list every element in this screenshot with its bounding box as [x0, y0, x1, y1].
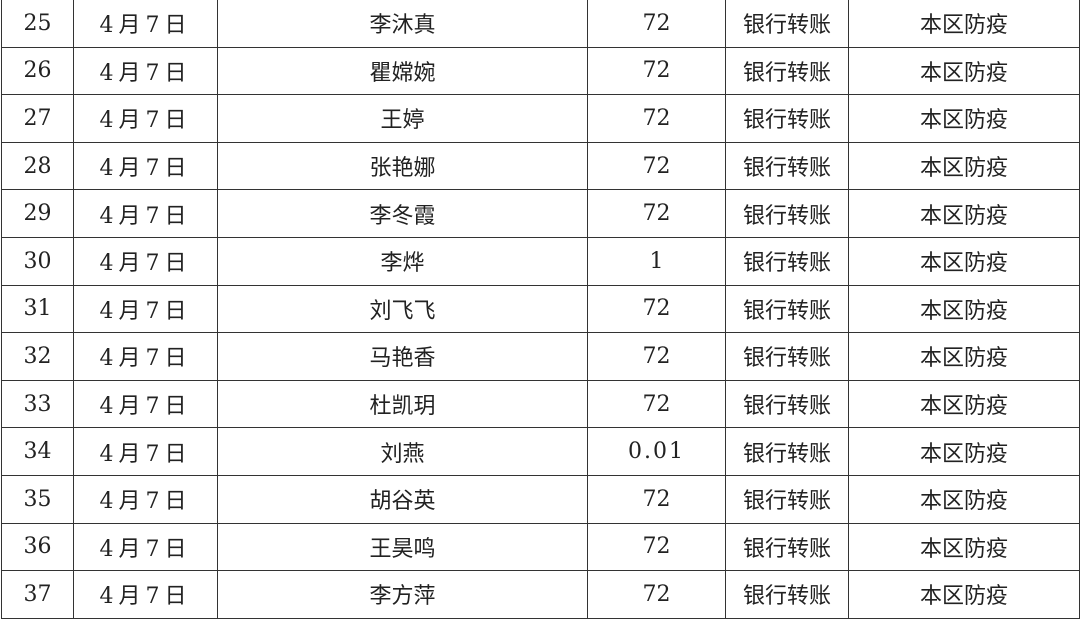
name-cell: 李沐真: [217, 0, 588, 48]
date-cell: 4月7日: [73, 94, 218, 143]
purpose-cell: 本区防疫: [848, 522, 1080, 572]
table-row: 31 4月7日 刘飞飞 72 银行转账 本区防疫: [1, 284, 1080, 334]
purpose-cell: 本区防疫: [848, 427, 1080, 476]
payment-method-cell: 银行转账: [725, 474, 849, 524]
row-number: 26: [1, 46, 74, 96]
amount-cell: 72: [587, 189, 726, 238]
date-cell: 4月7日: [73, 379, 218, 429]
row-number: 25: [1, 0, 74, 48]
table-row: 29 4月7日 李冬霞 72 银行转账 本区防疫: [1, 189, 1080, 238]
row-number: 27: [1, 94, 74, 143]
amount-cell: 72: [587, 141, 726, 191]
amount-cell: 72: [587, 570, 726, 619]
purpose-cell: 本区防疫: [848, 189, 1080, 238]
date-cell: 4月7日: [73, 570, 218, 619]
amount-cell: 72: [587, 46, 726, 96]
row-number: 33: [1, 379, 74, 429]
date-cell: 4月7日: [73, 284, 218, 334]
date-cell: 4月7日: [73, 46, 218, 96]
table-row: 27 4月7日 王婷 72 银行转账 本区防疫: [1, 94, 1080, 143]
row-number: 34: [1, 427, 74, 476]
amount-cell: 72: [587, 94, 726, 143]
payment-method-cell: 银行转账: [725, 0, 849, 48]
payment-method-cell: 银行转账: [725, 379, 849, 429]
purpose-cell: 本区防疫: [848, 332, 1080, 381]
purpose-cell: 本区防疫: [848, 284, 1080, 334]
date-cell: 4月7日: [73, 236, 218, 286]
amount-cell: 1: [587, 236, 726, 286]
table-row: 35 4月7日 胡谷英 72 银行转账 本区防疫: [1, 474, 1080, 524]
amount-cell: 72: [587, 284, 726, 334]
payment-method-cell: 银行转账: [725, 94, 849, 143]
purpose-cell: 本区防疫: [848, 141, 1080, 191]
purpose-cell: 本区防疫: [848, 474, 1080, 524]
name-cell: 杜凯玥: [217, 379, 588, 429]
table-row: 26 4月7日 瞿嫦婉 72 银行转账 本区防疫: [1, 46, 1080, 96]
name-cell: 李方萍: [217, 570, 588, 619]
row-number: 36: [1, 522, 74, 572]
payment-method-cell: 银行转账: [725, 236, 849, 286]
table-row: 25 4月7日 李沐真 72 银行转账 本区防疫: [1, 0, 1080, 48]
row-number: 32: [1, 332, 74, 381]
payment-method-cell: 银行转账: [725, 46, 849, 96]
date-cell: 4月7日: [73, 141, 218, 191]
amount-cell: 72: [587, 379, 726, 429]
name-cell: 李冬霞: [217, 189, 588, 238]
purpose-cell: 本区防疫: [848, 94, 1080, 143]
row-number: 28: [1, 141, 74, 191]
date-cell: 4月7日: [73, 0, 218, 48]
payment-method-cell: 银行转账: [725, 332, 849, 381]
name-cell: 刘燕: [217, 427, 588, 476]
row-number: 37: [1, 570, 74, 619]
purpose-cell: 本区防疫: [848, 236, 1080, 286]
purpose-cell: 本区防疫: [848, 379, 1080, 429]
name-cell: 胡谷英: [217, 474, 588, 524]
row-number: 31: [1, 284, 74, 334]
amount-cell: 72: [587, 522, 726, 572]
amount-cell: 72: [587, 474, 726, 524]
row-number: 29: [1, 189, 74, 238]
table-row: 33 4月7日 杜凯玥 72 银行转账 本区防疫: [1, 379, 1080, 429]
table-row: 37 4月7日 李方萍 72 银行转账 本区防疫: [1, 570, 1080, 619]
payment-method-cell: 银行转账: [725, 522, 849, 572]
date-cell: 4月7日: [73, 427, 218, 476]
table-row: 30 4月7日 李烨 1 银行转账 本区防疫: [1, 236, 1080, 286]
payment-method-cell: 银行转账: [725, 141, 849, 191]
name-cell: 王婷: [217, 94, 588, 143]
name-cell: 刘飞飞: [217, 284, 588, 334]
name-cell: 王昊鸣: [217, 522, 588, 572]
row-number: 30: [1, 236, 74, 286]
purpose-cell: 本区防疫: [848, 46, 1080, 96]
table-row: 36 4月7日 王昊鸣 72 银行转账 本区防疫: [1, 522, 1080, 572]
table-row: 34 4月7日 刘燕 0.01 银行转账 本区防疫: [1, 427, 1080, 476]
name-cell: 张艳娜: [217, 141, 588, 191]
date-cell: 4月7日: [73, 522, 218, 572]
table-row: 32 4月7日 马艳香 72 银行转账 本区防疫: [1, 332, 1080, 381]
amount-cell: 0.01: [587, 427, 726, 476]
purpose-cell: 本区防疫: [848, 570, 1080, 619]
payment-method-cell: 银行转账: [725, 427, 849, 476]
date-cell: 4月7日: [73, 189, 218, 238]
payment-method-cell: 银行转账: [725, 284, 849, 334]
name-cell: 马艳香: [217, 332, 588, 381]
amount-cell: 72: [587, 0, 726, 48]
table-row: 28 4月7日 张艳娜 72 银行转账 本区防疫: [1, 141, 1080, 191]
amount-cell: 72: [587, 332, 726, 381]
date-cell: 4月7日: [73, 332, 218, 381]
name-cell: 李烨: [217, 236, 588, 286]
row-number: 35: [1, 474, 74, 524]
date-cell: 4月7日: [73, 474, 218, 524]
payment-method-cell: 银行转账: [725, 570, 849, 619]
payment-method-cell: 银行转账: [725, 189, 849, 238]
purpose-cell: 本区防疫: [848, 0, 1080, 48]
name-cell: 瞿嫦婉: [217, 46, 588, 96]
